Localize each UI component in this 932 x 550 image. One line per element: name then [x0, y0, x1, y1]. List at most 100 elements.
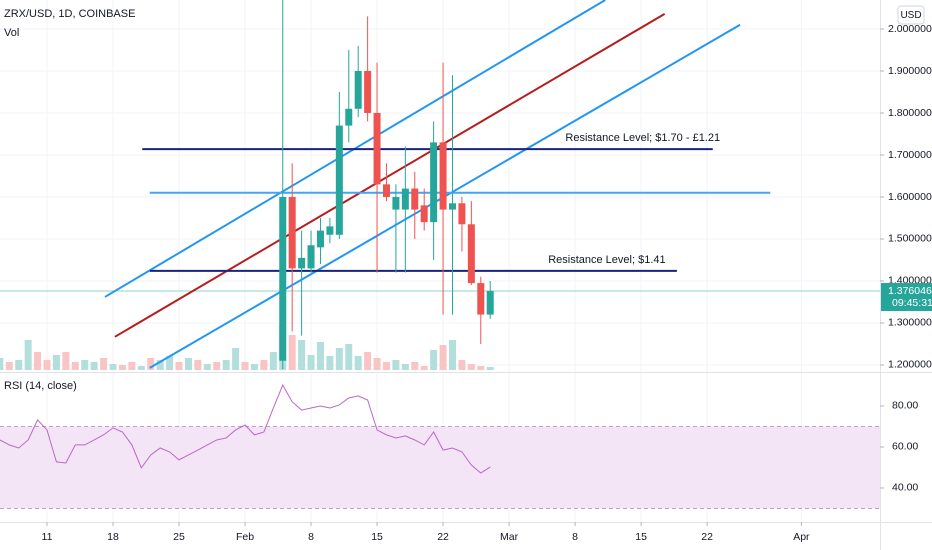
rsi-pane [0, 383, 880, 509]
volume-bar [15, 360, 23, 370]
volume-bar [222, 360, 230, 370]
volume-bar [81, 360, 89, 370]
trend-line [114, 12, 666, 338]
volume-bar [5, 362, 13, 370]
candle-body [316, 230, 324, 248]
volume-bar [34, 352, 42, 370]
candle-body [458, 203, 466, 225]
rsi-tick-label: 80.00 [892, 400, 918, 412]
volume-bar [24, 340, 32, 370]
candle-body [467, 224, 475, 284]
volume-bar [298, 340, 306, 370]
volume-bar [269, 352, 277, 370]
volume-bar [430, 350, 438, 370]
volume-bar [203, 364, 211, 370]
currency-label[interactable]: USD [900, 10, 921, 21]
volume-label: Vol [4, 27, 19, 39]
volume-bar [232, 348, 240, 370]
candle-body [486, 291, 494, 315]
volume-bar [448, 340, 456, 370]
candle-body [373, 112, 381, 185]
candle-body [382, 184, 390, 197]
x-tick-label: Apr [793, 531, 810, 543]
candle-body [288, 196, 296, 269]
volume-bar [364, 352, 372, 370]
volume-bar [147, 358, 155, 370]
candle-body [364, 70, 372, 113]
x-tick-label: 8 [572, 531, 578, 543]
y-tick-label: 1.500000 [888, 233, 932, 245]
candle-body [279, 196, 287, 361]
volume-bar [0, 358, 4, 370]
x-tick-label: 22 [437, 531, 449, 543]
volume-bar [184, 358, 192, 370]
candle-body [307, 245, 315, 269]
volume-bar [307, 355, 315, 370]
volume-bar [326, 356, 334, 370]
rsi-tick-label: 60.00 [892, 441, 918, 453]
x-tick-label: 8 [308, 531, 314, 543]
rsi-band [0, 426, 880, 509]
currency-button[interactable] [897, 5, 925, 25]
candle-body [439, 142, 447, 210]
symbol-title: ZRX/USD, 1D, COINBASE [4, 8, 135, 20]
rsi-title: RSI (14, close) [4, 380, 77, 392]
volume-bar [166, 356, 174, 370]
countdown-label: 09:45:31 [892, 297, 932, 309]
candle-body [392, 196, 400, 210]
candle-body [430, 142, 438, 223]
volume-bar [486, 367, 494, 370]
volume-bar [100, 358, 108, 370]
y-tick-label: 1.300000 [888, 317, 932, 329]
candle-body [298, 257, 306, 269]
volume-bar [354, 356, 362, 370]
candle-body [448, 203, 456, 210]
candle-body [401, 188, 409, 210]
volume-bar [156, 360, 164, 370]
volume-bar [382, 362, 390, 370]
line-label: Resistance Level; $1.41 [548, 254, 665, 266]
y-tick-label: 1.700000 [888, 149, 932, 161]
volume-bar [373, 358, 381, 370]
volume-bar [439, 345, 447, 370]
y-tick-label: 1.600000 [888, 191, 932, 203]
volume-bar [260, 360, 268, 370]
x-tick-label: 11 [42, 531, 53, 543]
volume-bar [288, 335, 296, 370]
volume-bar [109, 364, 117, 370]
candle-body [477, 283, 485, 315]
volume-bar [411, 362, 419, 370]
volume-bar [118, 365, 126, 370]
volume-bar [137, 366, 145, 370]
x-tick-label: Mar [500, 531, 519, 543]
x-tick-label: 18 [107, 531, 119, 543]
volume-bar [392, 360, 400, 370]
volume-bar [241, 362, 249, 370]
volume-bar [52, 355, 60, 370]
candle-body [354, 70, 362, 109]
x-tick-label: Feb [236, 531, 254, 543]
volume-bar [43, 360, 51, 370]
rsi-tick-label: 40.00 [892, 482, 918, 494]
y-tick-label: 1.800000 [888, 107, 932, 119]
candle-body [411, 188, 419, 210]
candle-body [335, 125, 343, 235]
candle-body [420, 205, 428, 223]
candle-body [345, 108, 353, 126]
volume-bar [316, 342, 324, 370]
volume-bar [194, 360, 202, 370]
y-tick-label: 2.000000 [888, 23, 932, 35]
volume-bar [62, 352, 70, 370]
candle-body [326, 226, 334, 235]
volume-bar [467, 364, 475, 370]
x-tick-label: 15 [635, 531, 647, 543]
last-price-label: 1.376046 [888, 285, 932, 297]
volume-bar [420, 366, 428, 370]
y-tick-label: 1.200000 [888, 359, 932, 371]
x-tick-label: 25 [173, 531, 185, 543]
y-tick-label: 1.900000 [888, 65, 932, 77]
volume-bar [90, 362, 98, 370]
volume-bar [250, 364, 258, 370]
line-label: Resistance Level; $1.70 - £1.21 [565, 132, 720, 144]
volume-bar [458, 360, 466, 370]
